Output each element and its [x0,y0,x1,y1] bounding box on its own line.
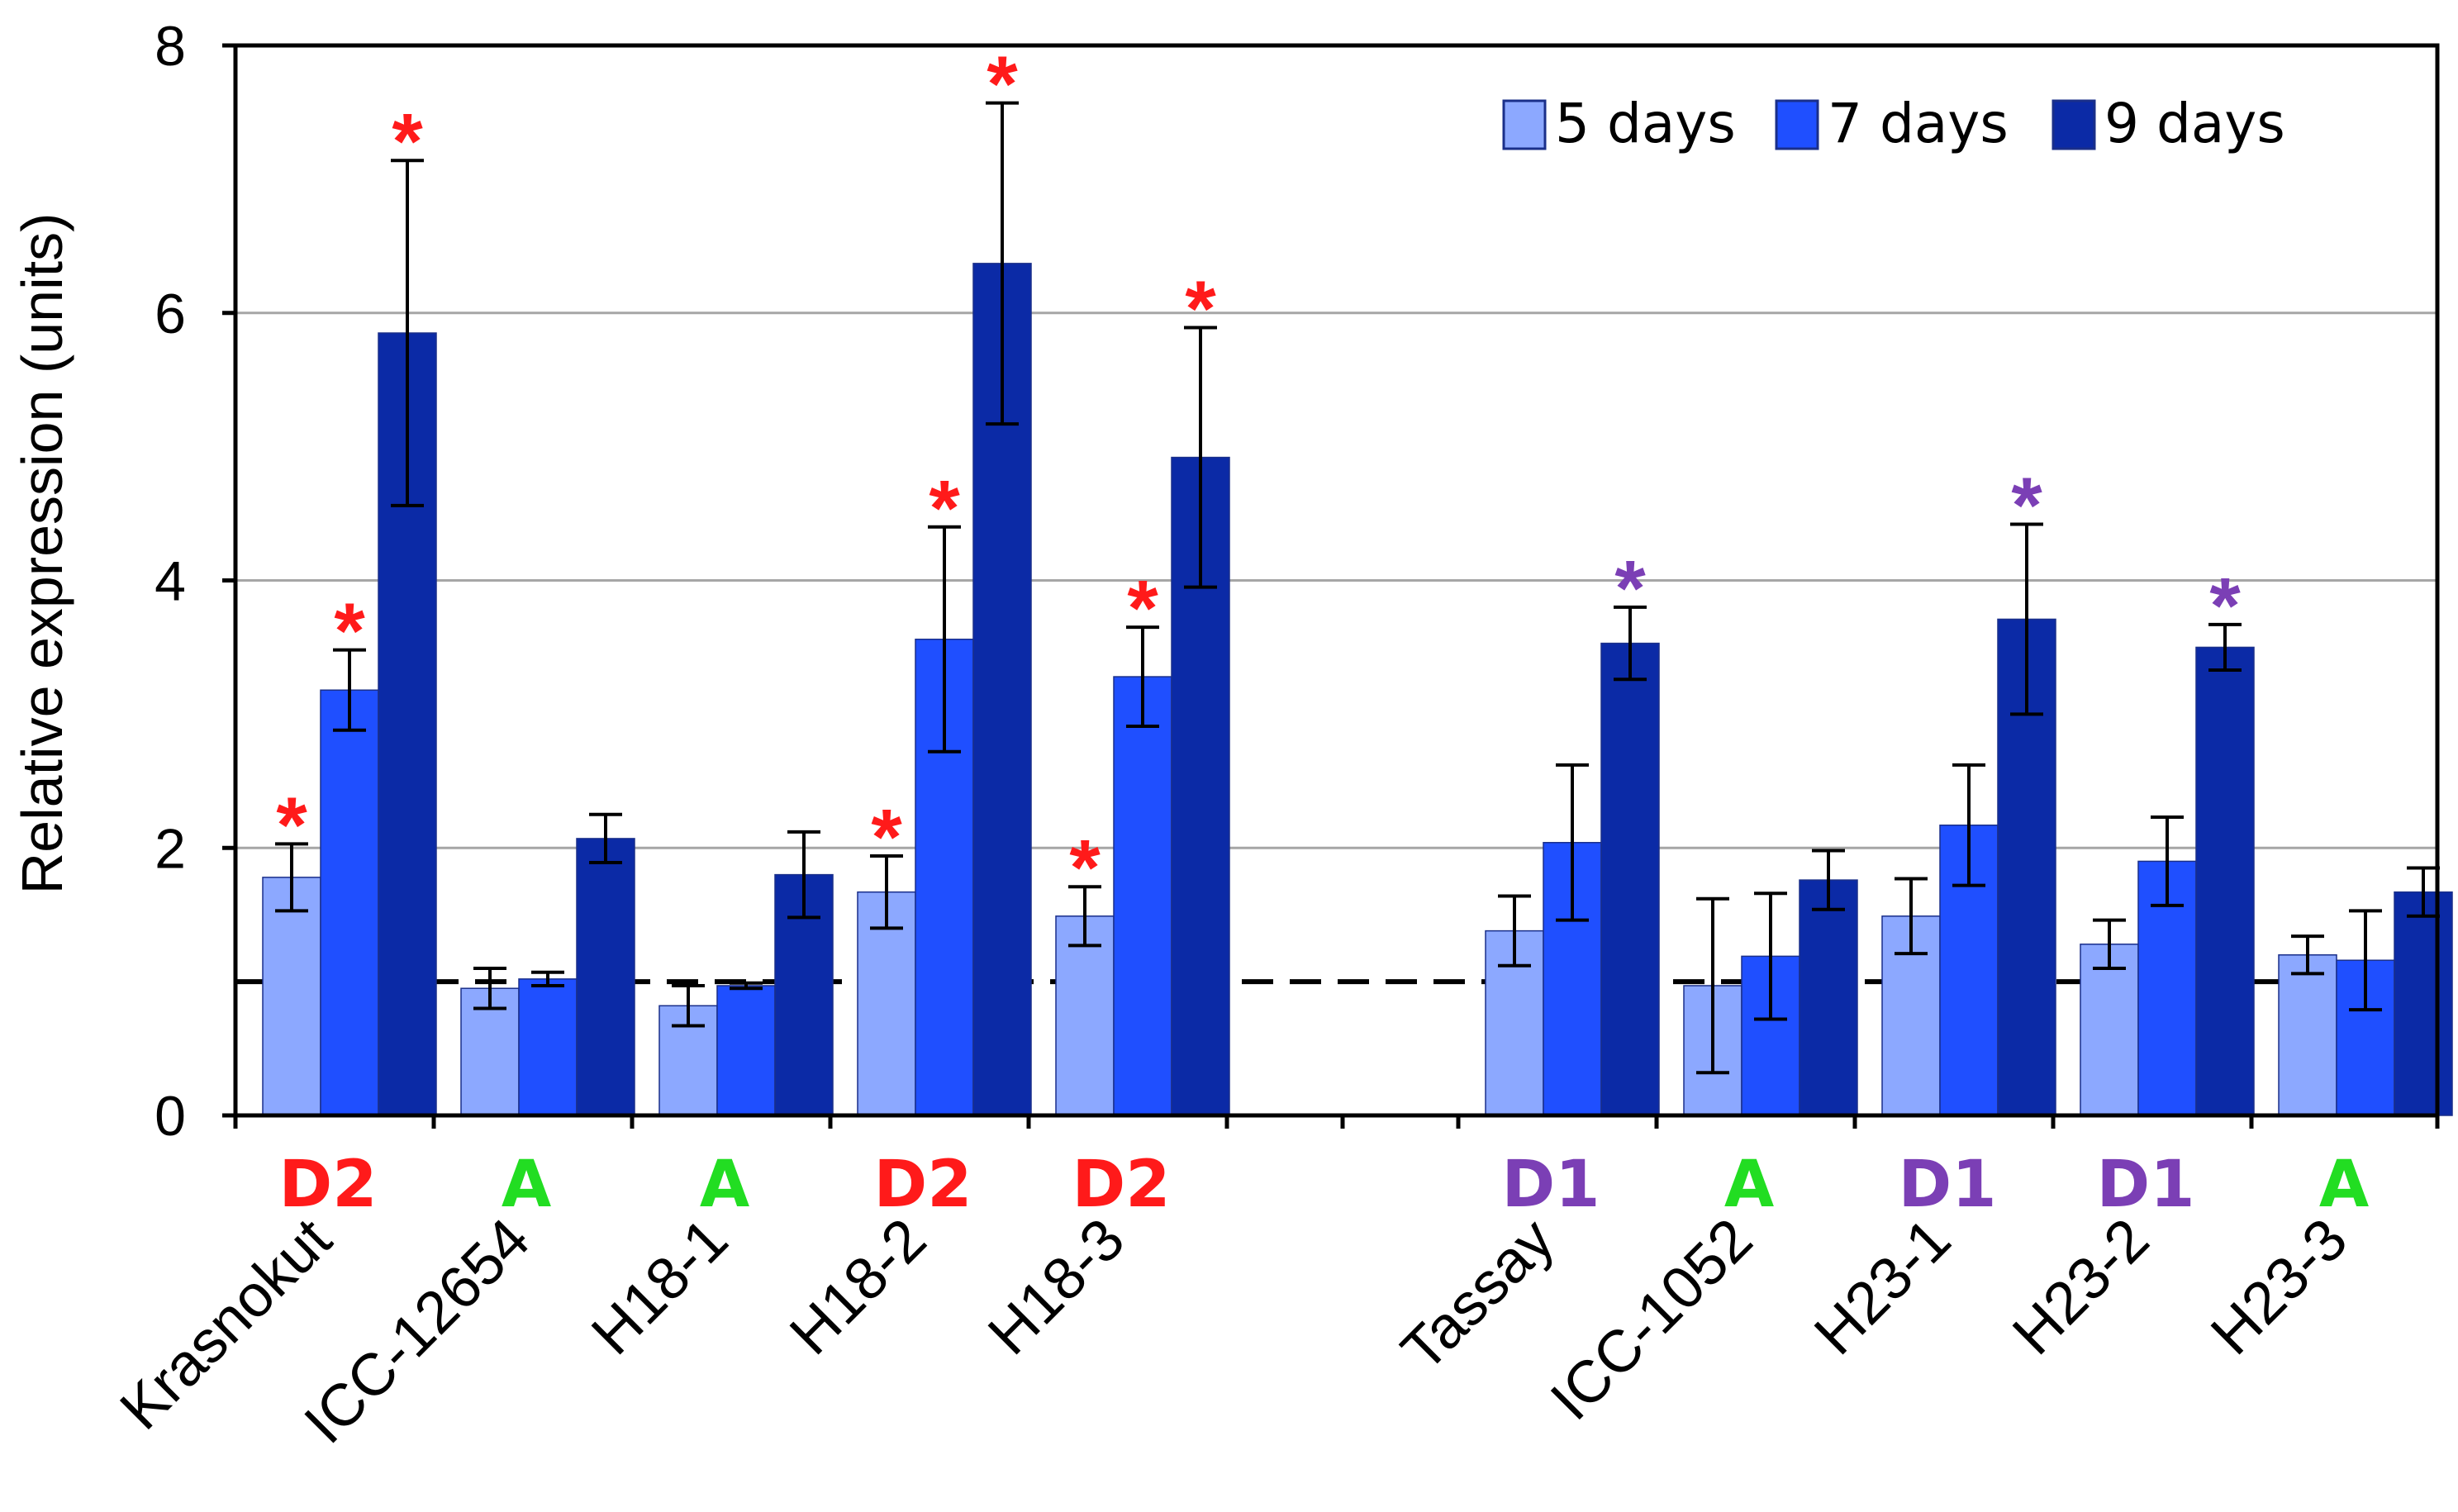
legend-swatch [2052,99,2096,150]
gridlines [235,311,2437,849]
y-tick-label: 0 [155,1085,186,1148]
y-tick-labels: 0 2 4 6 8 [155,15,186,1148]
group-label: D1 [1898,1148,1996,1222]
group-label: A [2319,1148,2369,1222]
significance-star: * [2011,462,2042,550]
error-bar [391,159,424,507]
y-axis-label: Relative expression (units) [10,213,74,895]
error-bar [1498,894,1531,968]
error-bar [333,648,366,732]
significance-star: * [1185,265,1216,354]
bar [716,985,776,1116]
error-bar [589,812,622,865]
bar [2195,646,2255,1116]
significance-star: * [1127,564,1158,653]
error-bar [1068,885,1101,948]
legend: 5 days 7 days 9 days [1502,92,2285,155]
error-bar [1184,326,1217,589]
bar [262,877,321,1116]
bar [518,978,578,1116]
group-labels: D2 A A D2 D2 D1 A D1 D1 A [278,1148,2369,1222]
significance-star: * [334,587,365,676]
error-bar [1895,877,1928,956]
error-bar [275,842,308,913]
category-label: H23-1 [1802,1206,1963,1367]
category-label: ICC-1052 [1538,1206,1765,1433]
error-bar [531,970,564,987]
bar [1799,879,1858,1116]
significance-star: * [2209,562,2241,650]
legend-label: 5 days [1555,92,1736,155]
bar [576,838,635,1116]
bar [2278,954,2337,1116]
error-bar [1614,605,1647,682]
legend-label: 9 days [2104,92,2285,155]
error-bar [2349,909,2382,1012]
significance-star: * [929,464,960,553]
error-bar [928,525,961,754]
category-label: H23-2 [2000,1206,2161,1367]
bar [1600,642,1660,1116]
group-label: D2 [873,1148,972,1222]
error-bar [1952,763,1985,887]
error-bar [1812,849,1845,911]
bars [262,263,2453,1116]
group-label: D2 [278,1148,377,1222]
significance-star: * [871,793,902,882]
significance-star: * [1069,824,1101,912]
legend-swatch [1775,99,1819,150]
group-label: D2 [1072,1148,1170,1222]
category-label: H23-3 [2199,1206,2360,1367]
category-label: H18-3 [976,1206,1137,1367]
error-bar [2010,522,2043,716]
bar [2394,891,2453,1116]
error-bar [1556,763,1589,922]
category-label: Tassay [1389,1206,1567,1384]
y-tick-label: 8 [155,15,186,78]
category-label: H18-1 [579,1206,740,1367]
significance-star: * [987,40,1018,129]
error-bar [870,853,903,930]
error-bars [275,101,2440,1075]
legend-item: 5 days [1502,92,1736,155]
error-bar [2093,918,2126,970]
error-bar [2208,622,2242,672]
group-label: A [700,1148,749,1222]
error-bar [787,830,820,920]
y-tick-label: 6 [155,283,186,345]
significance-star: * [392,97,423,186]
error-bar [1126,625,1159,728]
error-bar [2151,815,2184,907]
legend-swatch [1502,99,1547,150]
group-label: A [502,1148,551,1222]
significance-stars: * * * * * * * * * * * * [276,40,2241,913]
error-bar [1754,892,1787,1021]
error-bar [1696,896,1729,1075]
legend-label: 7 days [1828,92,2009,155]
legend-item: 7 days [1775,92,2009,155]
bar [1113,676,1172,1116]
error-bar [473,966,506,1010]
error-bar [986,101,1019,426]
y-tick-label: 4 [155,550,186,613]
error-bar [2291,934,2324,976]
group-label: D1 [1501,1148,1600,1222]
category-label: H18-2 [777,1206,939,1367]
y-tick-label: 2 [155,817,186,880]
significance-star: * [1614,544,1646,633]
bar [320,689,379,1116]
group-label: D1 [2096,1148,2194,1222]
significance-star: * [276,781,307,869]
group-label: A [1724,1148,1774,1222]
error-bar [2407,866,2440,918]
axes [222,43,2440,1129]
legend-item: 9 days [2052,92,2285,155]
error-bar [672,983,705,1028]
error-bar [730,981,763,991]
